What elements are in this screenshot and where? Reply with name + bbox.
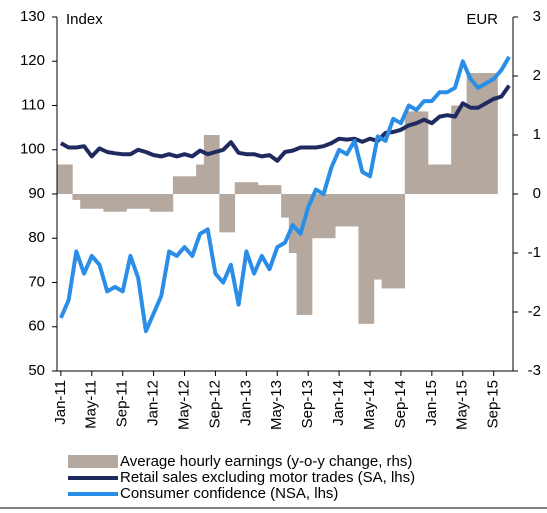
bar	[281, 194, 290, 218]
line	[59, 84, 511, 163]
legend-swatch	[68, 455, 118, 468]
y-tick-label: 50	[28, 362, 45, 379]
legend-label: Retail sales excluding motor trades (SA,…	[120, 469, 415, 486]
bar	[342, 194, 351, 227]
y2-tick-label: 1	[533, 126, 541, 143]
bar	[142, 194, 151, 209]
bar	[111, 194, 120, 212]
bar	[95, 194, 104, 209]
bar	[389, 194, 398, 289]
bar	[404, 111, 413, 194]
bar	[103, 194, 112, 212]
bar	[366, 194, 375, 324]
bar	[489, 73, 498, 194]
y-tick-label: 80	[28, 229, 45, 246]
y-tick-label: 70	[28, 273, 45, 290]
bar	[64, 164, 73, 194]
bar	[397, 194, 406, 289]
y2-tick-label: -3	[528, 362, 541, 379]
y-tick-label: 130	[20, 8, 45, 25]
bar	[126, 194, 135, 209]
bar	[381, 194, 390, 289]
y2-axis-label: EUR	[466, 11, 498, 28]
bar	[165, 194, 174, 212]
x-tick-label: Jan-15	[423, 380, 440, 426]
x-tick-label: Jan-13	[237, 380, 254, 426]
bar	[335, 194, 344, 227]
bar	[443, 164, 452, 194]
x-tick-label: Jan-11	[52, 380, 69, 425]
bar	[118, 194, 127, 212]
bar	[234, 182, 243, 194]
y-tick-label: 90	[28, 185, 45, 202]
x-tick-label: Jan-14	[330, 380, 347, 426]
bar	[203, 135, 212, 194]
legend-label: Consumer confidence (NSA, lhs)	[120, 485, 338, 502]
bar	[196, 164, 205, 194]
bar	[319, 194, 328, 239]
bar	[180, 176, 189, 194]
bar	[312, 194, 321, 239]
y2-tick-label: -1	[528, 244, 541, 261]
x-tick-label: Sep-13	[299, 380, 316, 428]
y-axis-label: Index	[66, 11, 103, 28]
bar	[80, 194, 89, 209]
y2-tick-label: 0	[533, 185, 541, 202]
x-tick-label: Sep-12	[206, 380, 223, 428]
bar	[188, 176, 197, 194]
bar	[172, 176, 181, 194]
bar	[458, 105, 467, 194]
x-tick-label: May-12	[175, 380, 192, 430]
bar	[420, 111, 429, 194]
x-tick-label: May-11	[83, 380, 100, 429]
x-tick-label: Sep-14	[392, 380, 409, 428]
bar	[327, 194, 336, 239]
y-tick-label: 100	[20, 141, 45, 158]
bar	[242, 182, 251, 194]
bar	[427, 164, 437, 194]
bar	[87, 194, 96, 209]
y-tick-label: 120	[20, 52, 45, 69]
bar	[211, 135, 220, 194]
bar	[257, 185, 266, 194]
bar	[227, 194, 236, 233]
bar	[474, 73, 483, 194]
bar	[350, 194, 359, 227]
bar	[57, 164, 66, 194]
bar	[466, 73, 475, 194]
bar	[219, 194, 228, 233]
bar	[296, 194, 305, 315]
bar	[451, 105, 460, 194]
bar	[250, 182, 259, 194]
y2-tick-label: -2	[528, 303, 541, 320]
x-tick-label: May-15	[454, 380, 471, 430]
bar	[412, 111, 421, 194]
x-tick-label: May-13	[268, 380, 285, 430]
bar	[482, 73, 491, 194]
line	[59, 55, 511, 334]
x-tick-label: May-14	[361, 380, 378, 430]
y-tick-label: 60	[28, 318, 45, 335]
y2-tick-label: 2	[533, 67, 541, 84]
y2-tick-label: 3	[533, 8, 541, 25]
bar	[435, 164, 444, 194]
bar	[373, 194, 382, 280]
x-tick-label: Jan-12	[145, 380, 162, 426]
bar	[265, 185, 274, 194]
bar	[157, 194, 166, 212]
bar	[273, 185, 282, 194]
bar	[358, 194, 367, 324]
y-tick-label: 110	[21, 96, 45, 113]
bar	[149, 194, 158, 212]
legend-label: Average hourly earnings (y-o-y change, r…	[120, 453, 412, 470]
bar	[72, 194, 81, 200]
x-tick-label: Sep-11	[114, 380, 131, 427]
bar	[304, 194, 313, 315]
bar	[134, 194, 143, 209]
x-tick-label: Sep-15	[485, 380, 502, 428]
